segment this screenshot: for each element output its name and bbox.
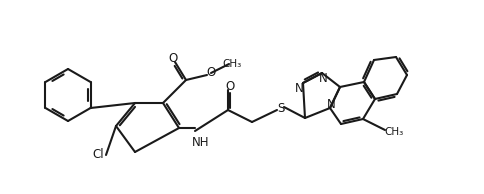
Text: S: S [277,101,285,114]
Text: Cl: Cl [92,148,104,161]
Text: CH₃: CH₃ [222,59,242,69]
Text: N: N [318,72,327,85]
Text: N: N [295,81,303,94]
Text: O: O [168,53,178,66]
Text: N: N [327,99,335,112]
Text: O: O [226,80,235,93]
Text: CH₃: CH₃ [384,127,404,137]
Text: O: O [206,67,216,80]
Text: NH: NH [192,137,210,150]
